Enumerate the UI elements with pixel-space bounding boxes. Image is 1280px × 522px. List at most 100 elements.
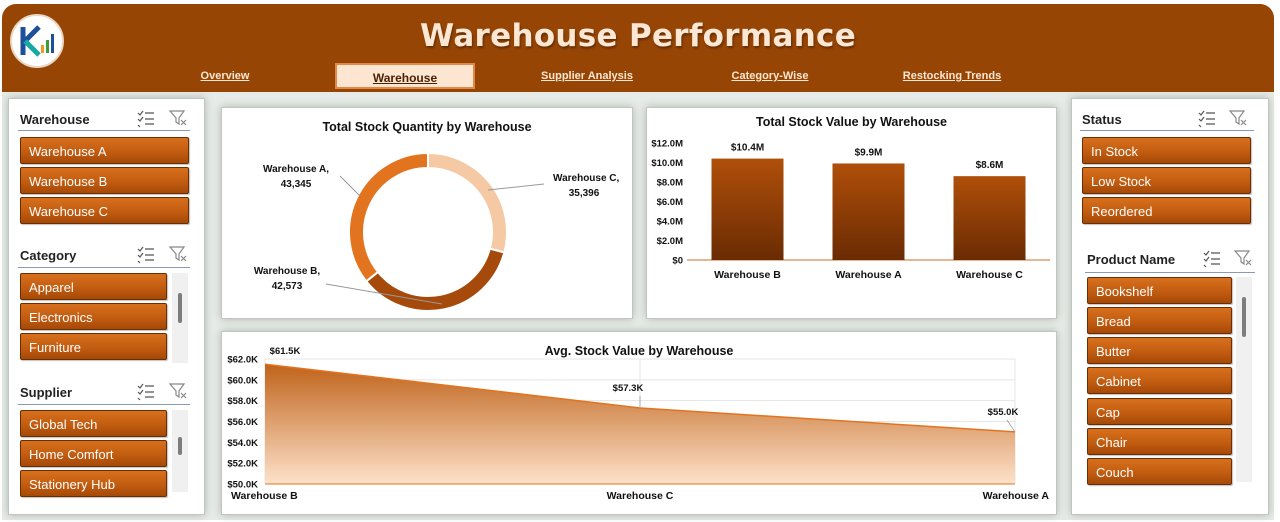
slicer-item-cabinet[interactable]: Cabinet [1087, 367, 1232, 394]
slicer-item-electronics[interactable]: Electronics [20, 303, 167, 330]
slicer-divider [18, 267, 190, 268]
y-tick-label: $12.0M [651, 139, 683, 150]
donut-label-name: Warehouse C, [553, 173, 620, 184]
donut-label-value: 35,396 [568, 188, 600, 199]
multi-select-icon[interactable] [137, 246, 155, 264]
donut-slice-warehouse-c [427, 151, 508, 254]
y-tick-label: $58.0K [227, 396, 258, 407]
tab-category-wise[interactable]: Category-Wise [731, 70, 809, 82]
donut-slice-warehouse-b [364, 247, 506, 312]
slicer-item-stationery-hub[interactable]: Stationery Hub [20, 470, 167, 497]
clear-filter-icon[interactable] [1233, 250, 1252, 266]
y-tick-label: $6.0M [657, 197, 683, 208]
left-slicer-panel: Warehouse Warehouse A Warehouse B Wareho… [8, 98, 205, 515]
chart-avg-stock-value: Avg. Stock Value by Warehouse $62.0K $60.… [221, 331, 1057, 515]
data-label: $8.6M [976, 160, 1004, 171]
right-slicer-panel: Status In Stock Low Stock Reordered Prod… [1071, 98, 1269, 515]
donut-label-value: 43,345 [280, 179, 312, 190]
category-scrollbar[interactable] [172, 273, 188, 363]
chart-title: Avg. Stock Value by Warehouse [544, 344, 734, 358]
y-tick-label: $0 [672, 256, 683, 267]
y-tick-label: $8.0M [657, 178, 683, 189]
slicer-item-warehouse-c[interactable]: Warehouse C [20, 197, 189, 224]
kpi-logo-icon [20, 25, 54, 57]
chart-title: Total Stock Value by Warehouse [755, 115, 948, 129]
tab-warehouse[interactable]: Warehouse [335, 63, 475, 89]
slicer-item-low-stock[interactable]: Low Stock [1082, 167, 1251, 194]
category-scroll-thumb[interactable] [178, 293, 182, 323]
multi-select-icon[interactable] [137, 110, 155, 128]
y-tick-label: $62.0K [227, 355, 258, 366]
slicer-item-furniture[interactable]: Furniture [20, 333, 167, 360]
leader-line [487, 183, 545, 191]
slicer-divider [18, 404, 190, 405]
product-scrollbar[interactable] [1236, 277, 1252, 482]
clear-filter-icon[interactable] [168, 383, 187, 399]
bar-warehouse-b [711, 158, 784, 260]
area-chart: $62.0K $60.0K $58.0K $56.0K $54.0K $52.0K $50.… [227, 346, 1050, 502]
slicer-item-chair[interactable]: Chair [1087, 428, 1232, 455]
supplier-scrollbar[interactable] [172, 410, 188, 492]
leader-line [1006, 419, 1016, 433]
bar-chart: $12.0M $10.0M $8.0M $6.0M $4.0M $2.0M $0 $10.4M… [651, 139, 1050, 281]
chart-total-stock-value: Total Stock Value by Warehouse $12.0M $10… [646, 107, 1057, 319]
slicer-title-category: Category [20, 248, 77, 263]
clear-filter-icon[interactable] [1228, 110, 1247, 126]
tab-overview[interactable]: Overview [200, 70, 250, 82]
slicer-divider [18, 130, 190, 131]
slicer-item-global-tech[interactable]: Global Tech [20, 410, 167, 437]
slicer-item-warehouse-b[interactable]: Warehouse B [20, 167, 189, 194]
x-tick-label: Warehouse B [231, 490, 298, 502]
donut-slice-warehouse-a [348, 151, 429, 283]
slicer-item-apparel[interactable]: Apparel [20, 273, 167, 300]
chart-total-stock-quantity: Total Stock Quantity by Warehouse Wareho… [221, 107, 633, 319]
data-label: $61.5K [270, 346, 301, 357]
slicer-title-supplier: Supplier [20, 385, 73, 400]
slicer-item-butter[interactable]: Butter [1087, 337, 1232, 364]
slicer-title-product-name: Product Name [1087, 252, 1176, 267]
slicer-title-warehouse: Warehouse [20, 112, 90, 127]
y-tick-label: $56.0K [227, 417, 258, 428]
slicer-item-in-stock[interactable]: In Stock [1082, 137, 1251, 164]
slicer-divider [1085, 272, 1255, 273]
page-title: Warehouse Performance [419, 18, 857, 54]
slicer-title-status: Status [1082, 112, 1122, 127]
slicer-item-bookshelf[interactable]: Bookshelf [1087, 277, 1232, 304]
x-tick-label: Warehouse C [956, 269, 1023, 281]
slicer-item-warehouse-a[interactable]: Warehouse A [20, 137, 189, 164]
area-fill [265, 364, 1015, 484]
y-tick-label: $2.0M [657, 236, 683, 247]
data-label: $10.4M [731, 143, 764, 154]
multi-select-icon[interactable] [137, 383, 155, 401]
bar-warehouse-c [953, 176, 1026, 260]
donut-label-value: 42,573 [271, 281, 303, 292]
x-tick-label: Warehouse C [607, 490, 674, 502]
y-tick-label: $50.0K [227, 480, 258, 491]
product-scroll-thumb[interactable] [1242, 297, 1246, 337]
leader-line [339, 175, 361, 197]
x-tick-label: Warehouse B [714, 269, 781, 281]
data-label: $55.0K [988, 407, 1019, 418]
multi-select-icon[interactable] [1203, 250, 1221, 268]
tab-supplier-analysis[interactable]: Supplier Analysis [541, 70, 633, 82]
tab-restocking-trends[interactable]: Restocking Trends [902, 70, 1002, 82]
x-tick-label: Warehouse A [983, 490, 1050, 502]
y-tick-label: $4.0M [657, 217, 683, 228]
clear-filter-icon[interactable] [168, 110, 187, 126]
clear-filter-icon[interactable] [168, 246, 187, 262]
slicer-item-home-comfort[interactable]: Home Comfort [20, 440, 167, 467]
multi-select-icon[interactable] [1198, 110, 1216, 128]
donut-chart [325, 151, 545, 312]
kpi-logo [10, 14, 64, 68]
y-tick-label: $54.0K [227, 438, 258, 449]
chart-title: Total Stock Quantity by Warehouse [322, 120, 532, 134]
bar-warehouse-a [832, 163, 905, 260]
leader-line [325, 283, 443, 305]
slicer-divider [1080, 130, 1254, 131]
slicer-item-couch[interactable]: Couch [1087, 458, 1232, 485]
slicer-item-reordered[interactable]: Reordered [1082, 197, 1251, 224]
slicer-item-bread[interactable]: Bread [1087, 307, 1232, 334]
slicer-item-cap[interactable]: Cap [1087, 398, 1232, 425]
supplier-scroll-thumb[interactable] [178, 437, 182, 455]
y-tick-label: $60.0K [227, 375, 258, 386]
